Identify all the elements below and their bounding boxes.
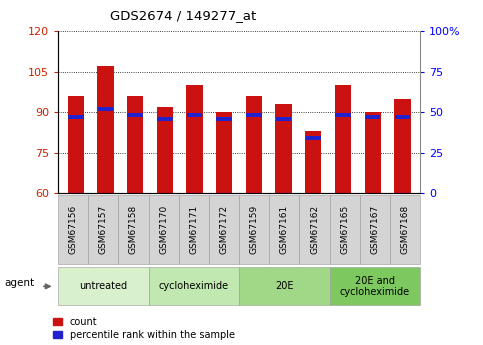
Bar bbox=[156, 107, 173, 193]
Bar bbox=[394, 99, 411, 193]
Bar bbox=[335, 114, 351, 117]
Bar bbox=[216, 117, 232, 121]
Text: GSM67171: GSM67171 bbox=[189, 205, 199, 254]
Bar bbox=[275, 104, 292, 193]
Text: GSM67165: GSM67165 bbox=[340, 205, 349, 254]
Bar bbox=[246, 114, 262, 117]
Bar bbox=[187, 114, 202, 117]
Legend: count, percentile rank within the sample: count, percentile rank within the sample bbox=[53, 317, 235, 340]
Text: GSM67172: GSM67172 bbox=[219, 205, 228, 254]
Bar bbox=[216, 112, 232, 193]
Bar bbox=[335, 85, 351, 193]
Bar bbox=[246, 96, 262, 193]
Text: GSM67157: GSM67157 bbox=[99, 205, 108, 254]
Text: GSM67156: GSM67156 bbox=[69, 205, 78, 254]
Text: GSM67162: GSM67162 bbox=[310, 205, 319, 254]
Bar bbox=[157, 117, 172, 121]
Bar bbox=[305, 131, 322, 193]
Bar bbox=[128, 114, 143, 117]
Text: GSM67168: GSM67168 bbox=[400, 205, 410, 254]
Text: GSM67170: GSM67170 bbox=[159, 205, 168, 254]
Bar bbox=[395, 115, 410, 119]
Bar bbox=[68, 96, 84, 193]
Text: GSM67158: GSM67158 bbox=[129, 205, 138, 254]
Bar bbox=[127, 96, 143, 193]
Text: 20E and
cycloheximide: 20E and cycloheximide bbox=[340, 276, 410, 297]
Bar bbox=[306, 136, 321, 140]
Bar bbox=[97, 66, 114, 193]
Bar bbox=[186, 85, 203, 193]
Text: GDS2674 / 149277_at: GDS2674 / 149277_at bbox=[111, 9, 256, 22]
Bar bbox=[365, 115, 381, 119]
Bar bbox=[365, 112, 381, 193]
Text: untreated: untreated bbox=[79, 282, 128, 291]
Text: GSM67167: GSM67167 bbox=[370, 205, 380, 254]
Bar bbox=[98, 107, 113, 111]
Text: 20E: 20E bbox=[275, 282, 294, 291]
Bar bbox=[68, 115, 84, 119]
Text: cycloheximide: cycloheximide bbox=[159, 282, 229, 291]
Text: GSM67159: GSM67159 bbox=[250, 205, 259, 254]
Text: agent: agent bbox=[5, 278, 35, 288]
Text: GSM67161: GSM67161 bbox=[280, 205, 289, 254]
Bar bbox=[276, 117, 291, 121]
